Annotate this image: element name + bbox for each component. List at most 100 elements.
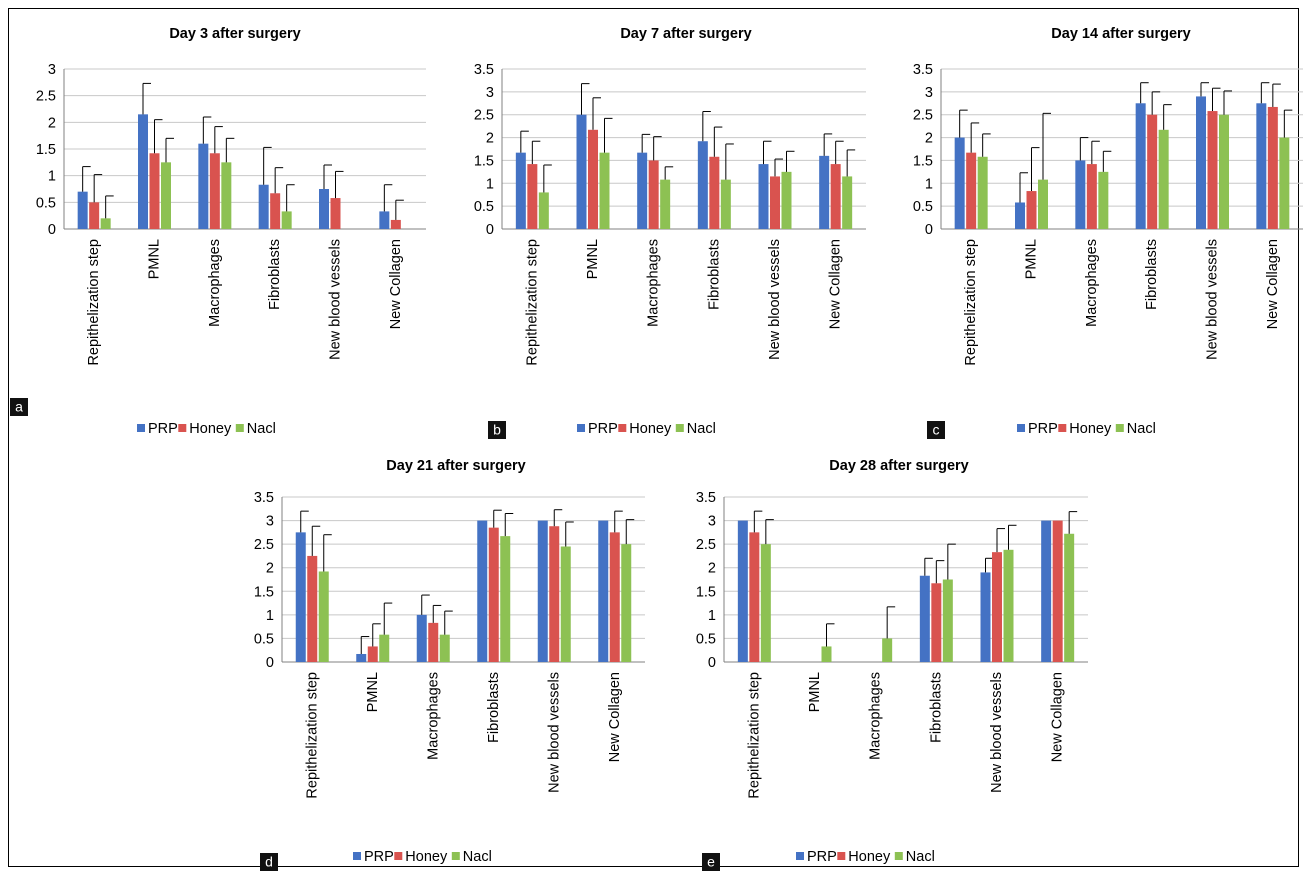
bar-nacl: [760, 544, 771, 662]
legend-label: PRP: [1028, 421, 1058, 437]
bar-nacl: [1158, 129, 1169, 229]
chart-panel-a: Day 3 after surgery 0 0.5 1 1.5 2 2.5 3 Repithel…: [10, 26, 426, 437]
y-tick-label: 1.5: [913, 153, 933, 169]
bar-prp: [1135, 103, 1146, 229]
chart-panel-b: Day 7 after surgery 0 0.5 1 1.5 2 2.5 3 3.5 Repit…: [474, 26, 866, 439]
bar-prp: [737, 520, 748, 662]
legend-swatch-prp: [577, 424, 585, 432]
y-tick-label: 3: [48, 62, 56, 78]
x-category-label: PMNL: [147, 239, 163, 279]
y-tick-label: 0.5: [254, 631, 274, 647]
chart-title: Day 7 after surgery: [620, 26, 751, 42]
bar-nacl: [599, 152, 610, 229]
legend-label: Nacl: [906, 849, 935, 865]
chart-title: Day 28 after surgery: [829, 458, 968, 474]
bar-nacl: [1003, 549, 1014, 662]
x-category-label: Repithelization step: [304, 672, 320, 799]
figure-border: [8, 8, 1299, 867]
legend-swatch-honey: [1058, 424, 1067, 432]
bar-prp: [379, 211, 390, 229]
bar-honey: [1026, 191, 1037, 229]
bar-prp: [954, 137, 965, 229]
x-category-label: PMNL: [1024, 239, 1040, 279]
bar-nacl: [942, 579, 953, 662]
bar-honey: [609, 532, 620, 662]
legend-label: Honey: [1069, 421, 1112, 437]
y-tick-label: 0: [708, 655, 716, 671]
bar-nacl: [621, 544, 632, 662]
bar-prp: [919, 575, 930, 662]
bar-nacl: [720, 179, 731, 229]
x-category-label: New Collagen: [607, 672, 623, 762]
y-tick-label: 3.5: [254, 490, 274, 506]
y-tick-label: 3: [708, 514, 716, 530]
bar-nacl: [439, 634, 450, 662]
panel-tag-label: d: [265, 854, 273, 870]
x-category-label: Repithelization step: [524, 239, 540, 366]
legend-label: PRP: [364, 849, 394, 865]
y-tick-label: 3: [486, 85, 494, 101]
bar-nacl: [781, 171, 792, 229]
bar-honey: [749, 532, 760, 662]
x-category-label: Repithelization step: [746, 672, 762, 799]
bar-nacl: [842, 176, 853, 229]
legend-swatch-honey: [837, 852, 846, 860]
bar-prp: [758, 164, 769, 229]
bar-nacl: [977, 156, 988, 229]
chart-panel-d: Day 21 after surgery 0 0.5 1 1.5 2 2.5 3 3.5 Repi…: [254, 458, 645, 871]
x-category-label: New blood vessels: [989, 672, 1005, 793]
bar-prp: [138, 114, 148, 229]
bar-prp: [477, 520, 488, 662]
bar-prp: [1015, 202, 1025, 229]
y-tick-label: 3: [266, 514, 274, 530]
legend-swatch-prp: [1017, 424, 1025, 432]
bar-prp: [980, 572, 991, 662]
legend-swatch-nacl: [235, 424, 244, 432]
x-category-label: New Collagen: [388, 239, 404, 329]
legend-label: PRP: [588, 421, 618, 437]
legend-swatch-nacl: [1115, 424, 1124, 432]
bar-prp: [319, 189, 329, 229]
y-tick-label: 1: [266, 608, 274, 624]
bar-honey: [770, 176, 780, 229]
y-tick-label: 1: [486, 176, 494, 192]
bar-honey: [1086, 164, 1097, 229]
x-category-label: Macrophages: [646, 239, 662, 327]
bar-honey: [428, 622, 439, 662]
y-tick-label: 1.5: [474, 153, 494, 169]
y-tick-label: 1: [925, 176, 933, 192]
bar-nacl: [161, 162, 171, 229]
panel-tag-label: b: [493, 422, 501, 438]
bar-honey: [270, 193, 281, 229]
y-tick-label: 1.5: [36, 142, 56, 158]
bar-honey: [931, 583, 942, 662]
legend-swatch-nacl: [675, 424, 684, 432]
bar-honey: [648, 160, 659, 229]
bar-prp: [515, 152, 526, 229]
legend-swatch-prp: [137, 424, 145, 432]
x-category-label: Macrophages: [425, 672, 441, 760]
y-tick-label: 2: [266, 561, 274, 577]
bar-prp: [537, 520, 548, 662]
legend-swatch-honey: [394, 852, 403, 860]
x-category-label: PMNL: [365, 672, 381, 712]
x-category-label: Fibroblasts: [1144, 239, 1160, 310]
panel-tag-box: [927, 421, 945, 439]
legend-swatch-prp: [353, 852, 361, 860]
x-category-label: Fibroblasts: [706, 239, 722, 310]
bar-prp: [1196, 96, 1206, 229]
chart-panel-c: Day 14 after surgery 0 0.5 1 1.5 2 2.5 3 3.5 Repi…: [913, 26, 1303, 439]
bar-honey: [1207, 111, 1218, 229]
chart-panel-e: Day 28 after surgery 0 0.5 1 1.5 2 2.5 3 3.5 Repi…: [696, 458, 1088, 871]
bar-prp: [819, 155, 830, 229]
panel-tag-label: c: [933, 422, 940, 438]
y-tick-label: 2.5: [474, 108, 494, 124]
bar-nacl: [221, 162, 232, 229]
bar-prp: [1256, 103, 1267, 229]
bar-nacl: [560, 546, 571, 662]
legend-label: Honey: [629, 421, 672, 437]
y-tick-label: 1: [708, 608, 716, 624]
bar-honey: [527, 164, 538, 229]
